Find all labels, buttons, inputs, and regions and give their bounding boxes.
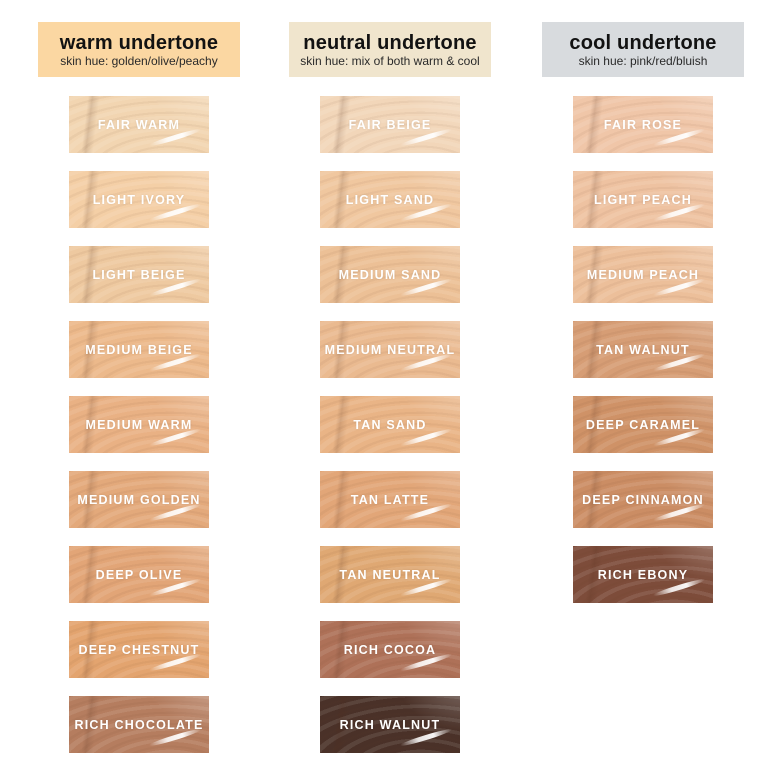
shade-label: LIGHT BEIGE: [92, 267, 186, 282]
undertone-header-neutral: neutral undertone skin hue: mix of both …: [289, 22, 491, 77]
shade-swatch: LIGHT BEIGE: [69, 246, 209, 303]
undertone-subtitle: skin hue: pink/red/bluish: [578, 53, 708, 68]
shade-swatch: DEEP CHESTNUT: [69, 621, 209, 678]
shade-label: TAN NEUTRAL: [339, 567, 441, 582]
shade-label: DEEP OLIVE: [95, 567, 183, 582]
shade-label: MEDIUM WARM: [85, 417, 193, 432]
shade-label: TAN LATTE: [350, 492, 430, 507]
shade-swatch: LIGHT PEACH: [573, 171, 713, 228]
shade-label: TAN SAND: [353, 417, 427, 432]
shade-swatch: RICH WALNUT: [320, 696, 460, 753]
shade-swatch: RICH EBONY: [573, 546, 713, 603]
shade-swatch: MEDIUM NEUTRAL: [320, 321, 460, 378]
shade-label: LIGHT SAND: [345, 192, 435, 207]
shade-swatch: DEEP OLIVE: [69, 546, 209, 603]
shade-list: FAIR WARM LIGHT IVORY LIGHT BEIGE MEDIUM…: [38, 96, 240, 771]
shade-label: MEDIUM GOLDEN: [77, 492, 201, 507]
shade-swatch: DEEP CINNAMON: [573, 471, 713, 528]
shade-swatch: DEEP CARAMEL: [573, 396, 713, 453]
undertone-column-cool: cool undertone skin hue: pink/red/bluish…: [542, 22, 744, 621]
shade-label: RICH WALNUT: [339, 717, 441, 732]
shade-swatch: FAIR ROSE: [573, 96, 713, 153]
shade-label: RICH EBONY: [597, 567, 689, 582]
shade-label: RICH COCOA: [343, 642, 437, 657]
shade-label: MEDIUM BEIGE: [85, 342, 193, 357]
undertone-column-warm: warm undertone skin hue: golden/olive/pe…: [38, 22, 240, 771]
shade-label: DEEP CINNAMON: [582, 492, 704, 507]
shade-label: FAIR WARM: [97, 117, 181, 132]
shade-label: DEEP CHESTNUT: [78, 642, 200, 657]
shade-label: MEDIUM PEACH: [586, 267, 700, 282]
shade-label: MEDIUM NEUTRAL: [324, 342, 456, 357]
undertone-subtitle: skin hue: mix of both warm & cool: [300, 53, 480, 68]
shade-label: MEDIUM SAND: [338, 267, 442, 282]
undertone-title: warm undertone: [59, 31, 219, 54]
shade-label: DEEP CARAMEL: [585, 417, 701, 432]
shade-swatch: LIGHT IVORY: [69, 171, 209, 228]
shade-swatch: TAN LATTE: [320, 471, 460, 528]
undertone-title: neutral undertone: [303, 31, 477, 54]
undertone-column-neutral: neutral undertone skin hue: mix of both …: [289, 22, 491, 771]
shade-label: LIGHT PEACH: [594, 192, 692, 207]
shade-swatch: MEDIUM PEACH: [573, 246, 713, 303]
shade-list: FAIR ROSE LIGHT PEACH MEDIUM PEACH TAN W…: [542, 96, 744, 621]
shade-label: LIGHT IVORY: [92, 192, 186, 207]
shade-swatch: MEDIUM GOLDEN: [69, 471, 209, 528]
shade-swatch: RICH COCOA: [320, 621, 460, 678]
shade-label: FAIR ROSE: [603, 117, 683, 132]
shade-swatch: MEDIUM BEIGE: [69, 321, 209, 378]
undertone-header-warm: warm undertone skin hue: golden/olive/pe…: [38, 22, 240, 77]
shade-swatch: TAN WALNUT: [573, 321, 713, 378]
undertone-header-cool: cool undertone skin hue: pink/red/bluish: [542, 22, 744, 77]
shade-swatch: TAN NEUTRAL: [320, 546, 460, 603]
shade-label: TAN WALNUT: [596, 342, 690, 357]
shade-label: RICH CHOCOLATE: [74, 717, 204, 732]
shade-swatch: MEDIUM SAND: [320, 246, 460, 303]
undertone-title: cool undertone: [569, 31, 717, 54]
shade-swatch: TAN SAND: [320, 396, 460, 453]
shade-label: FAIR BEIGE: [348, 117, 432, 132]
shade-swatch: FAIR WARM: [69, 96, 209, 153]
undertone-subtitle: skin hue: golden/olive/peachy: [60, 53, 218, 68]
shade-swatch: FAIR BEIGE: [320, 96, 460, 153]
shade-list: FAIR BEIGE LIGHT SAND MEDIUM SAND MEDIUM…: [289, 96, 491, 771]
shade-swatch: MEDIUM WARM: [69, 396, 209, 453]
shade-swatch: RICH CHOCOLATE: [69, 696, 209, 753]
shade-swatch: LIGHT SAND: [320, 171, 460, 228]
